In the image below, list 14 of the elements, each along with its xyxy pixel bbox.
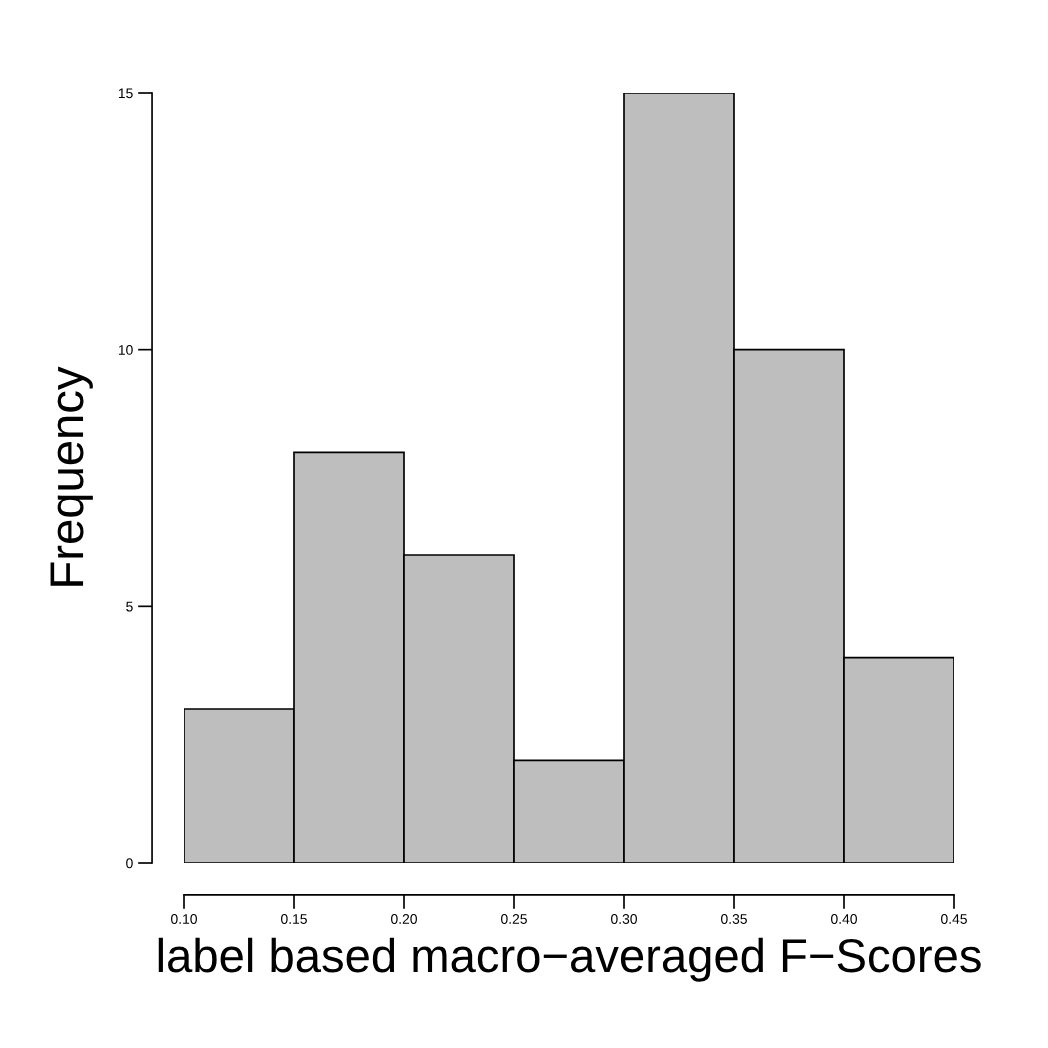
x-tick-label: 0.25 <box>501 914 527 924</box>
x-tick-label: 0.10 <box>171 914 197 924</box>
y-tick-label: 0 <box>126 858 133 869</box>
x-tick-label: 0.20 <box>391 914 417 924</box>
x-axis-title: label based macro−averaged F−Scores <box>158 937 981 982</box>
x-tick-label: 0.30 <box>611 914 637 924</box>
y-tick-label: 5 <box>126 601 133 612</box>
y-tick-label: 10 <box>118 345 133 355</box>
x-tick-label: 0.35 <box>721 914 747 924</box>
x-tick-label: 0.40 <box>831 914 857 924</box>
y-tick-label: 15 <box>118 88 133 99</box>
x-tick-label: 0.45 <box>941 914 967 924</box>
y-axis-title: Frequency <box>50 366 93 586</box>
x-tick-label: 0.15 <box>281 914 307 924</box>
